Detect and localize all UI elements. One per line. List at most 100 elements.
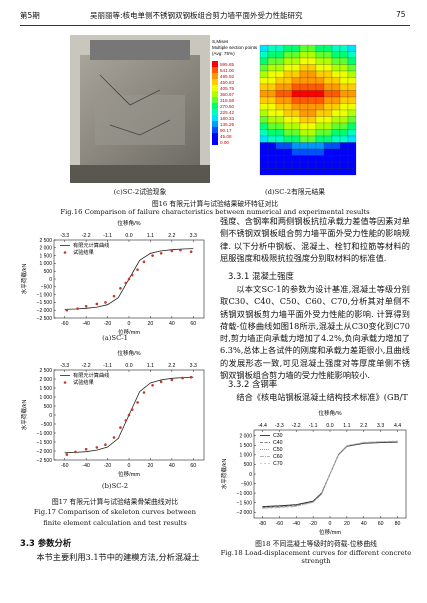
fem-cell — [339, 129, 349, 137]
x2-tick-label: 2.2 — [168, 233, 175, 239]
fem-cell — [339, 122, 349, 130]
fem-cell — [267, 103, 277, 111]
paragraph: 以本文SC-1的参数为设计基准,混凝土等级分别取C30、C40、C50、C60、… — [220, 284, 410, 381]
y-axis-title: 水平荷载/kN — [20, 264, 28, 295]
fem-cell — [275, 161, 285, 169]
fem-cell — [331, 155, 341, 163]
fem-cell — [267, 90, 277, 98]
running-title: 吴丽丽等:核电单侧不锈钢双钢板组合剪力墙平面外受力性能研究 — [90, 11, 303, 20]
x-tick-label: 0 — [128, 463, 131, 469]
data-point — [76, 307, 79, 310]
fem-cell — [323, 83, 333, 91]
fem-cell — [347, 44, 357, 52]
fem-cell — [315, 135, 325, 143]
y-tick-label: 500 — [44, 269, 53, 275]
fem-cell — [267, 142, 277, 150]
fem-cell — [347, 155, 357, 163]
fem-cell — [323, 122, 333, 130]
fig18-caption-cn: 图18 不同混凝土等级时的荷载-位移曲线 — [255, 540, 377, 548]
fem-cell — [339, 77, 349, 85]
fem-cell — [299, 135, 309, 143]
paragraph: 结合《核电站钢板混凝土结构技术标准》(GB/T — [236, 392, 408, 402]
fem-cell — [339, 148, 349, 156]
legend-value: 495.92 — [220, 74, 234, 79]
fem-cell — [315, 96, 325, 104]
fem-cell — [339, 155, 349, 163]
x-tick-label: -60 — [61, 463, 69, 469]
fem-cell — [315, 83, 325, 91]
fem-cell — [259, 122, 269, 130]
legend-value: 595.85 — [220, 62, 234, 67]
fem-cell — [267, 161, 277, 169]
fem-cell — [331, 83, 341, 91]
x2-tick-label: 1.1 — [147, 363, 154, 369]
x2-tick-label: 2.2 — [168, 363, 175, 369]
fem-cell — [331, 148, 341, 156]
fem-cell — [267, 109, 277, 117]
fem-cell — [315, 142, 325, 150]
fem-cell — [259, 142, 269, 150]
data-point — [170, 378, 174, 382]
fem-cell — [323, 51, 333, 59]
fem-cell — [299, 116, 309, 124]
x-tick-label: -40 — [82, 321, 90, 327]
fem-cell — [323, 161, 333, 169]
fem-cell — [259, 135, 269, 143]
fem-cell — [331, 51, 341, 59]
legend-value: 315.58 — [220, 98, 234, 103]
fem-cell — [347, 90, 357, 98]
fem-cell — [315, 57, 325, 65]
fem-cell — [331, 161, 341, 169]
fem-cell — [339, 51, 349, 59]
fem-cell — [267, 57, 277, 65]
legend-marker — [63, 251, 67, 254]
fem-cell — [331, 90, 341, 98]
x-tick-label: 60 — [190, 463, 196, 469]
fem-cell — [291, 109, 301, 117]
fem-cell — [315, 77, 325, 85]
fem-cell — [267, 77, 277, 85]
fem-cell — [275, 155, 285, 163]
y-tick-label: −1 500 — [37, 300, 53, 306]
data-point — [124, 281, 128, 285]
fem-cell — [299, 148, 309, 156]
fig17-caption-cn: 图17 有限元计算与试验结果骨架曲线对比 — [51, 498, 179, 506]
fem-cell — [299, 109, 309, 117]
data-point — [65, 453, 69, 456]
data-point — [189, 375, 193, 379]
fem-cell — [267, 44, 277, 52]
fem-cell — [275, 44, 285, 52]
paragraph: 强度、含钢率和两侧钢板抗拉承载力差值等因素对单侧不锈钢双钢板组合剪力墙平面外受力… — [220, 216, 410, 263]
x-tick-label: 40 — [169, 463, 175, 469]
fem-cell — [259, 148, 269, 156]
fem-cell — [347, 70, 357, 78]
legend-marker — [63, 381, 67, 384]
subcaption: (b)SC-2 — [101, 482, 129, 490]
fem-cell — [347, 161, 357, 169]
fem-cell — [323, 109, 333, 117]
legend-label: 有限元计算曲线 — [73, 371, 109, 379]
x-tick-label: -20 — [309, 521, 317, 527]
fem-cell — [299, 142, 309, 150]
fem-cell — [275, 83, 285, 91]
fem-cell — [291, 129, 301, 137]
legend-swatch — [212, 121, 218, 127]
fem-cell — [347, 83, 357, 91]
fem-cell — [307, 51, 317, 59]
fem-cell — [339, 142, 349, 150]
fem-cell — [267, 64, 277, 72]
y-tick-label: −500 — [241, 481, 252, 487]
x-tick-label: 40 — [361, 521, 367, 527]
x-axis-title: 位移/mm — [118, 470, 140, 478]
y-tick-label: −1 000 — [37, 431, 53, 437]
fem-cell — [291, 155, 301, 163]
fem-cell — [275, 51, 285, 59]
x-tick-label: -20 — [104, 321, 112, 327]
x-tick-label: -80 — [259, 521, 267, 527]
legend-swatch — [212, 67, 218, 73]
fem-cell — [275, 168, 285, 176]
y-tick-label: 2 000 — [39, 246, 52, 252]
x-tick-label: -60 — [61, 321, 69, 327]
fem-cell — [331, 77, 341, 85]
